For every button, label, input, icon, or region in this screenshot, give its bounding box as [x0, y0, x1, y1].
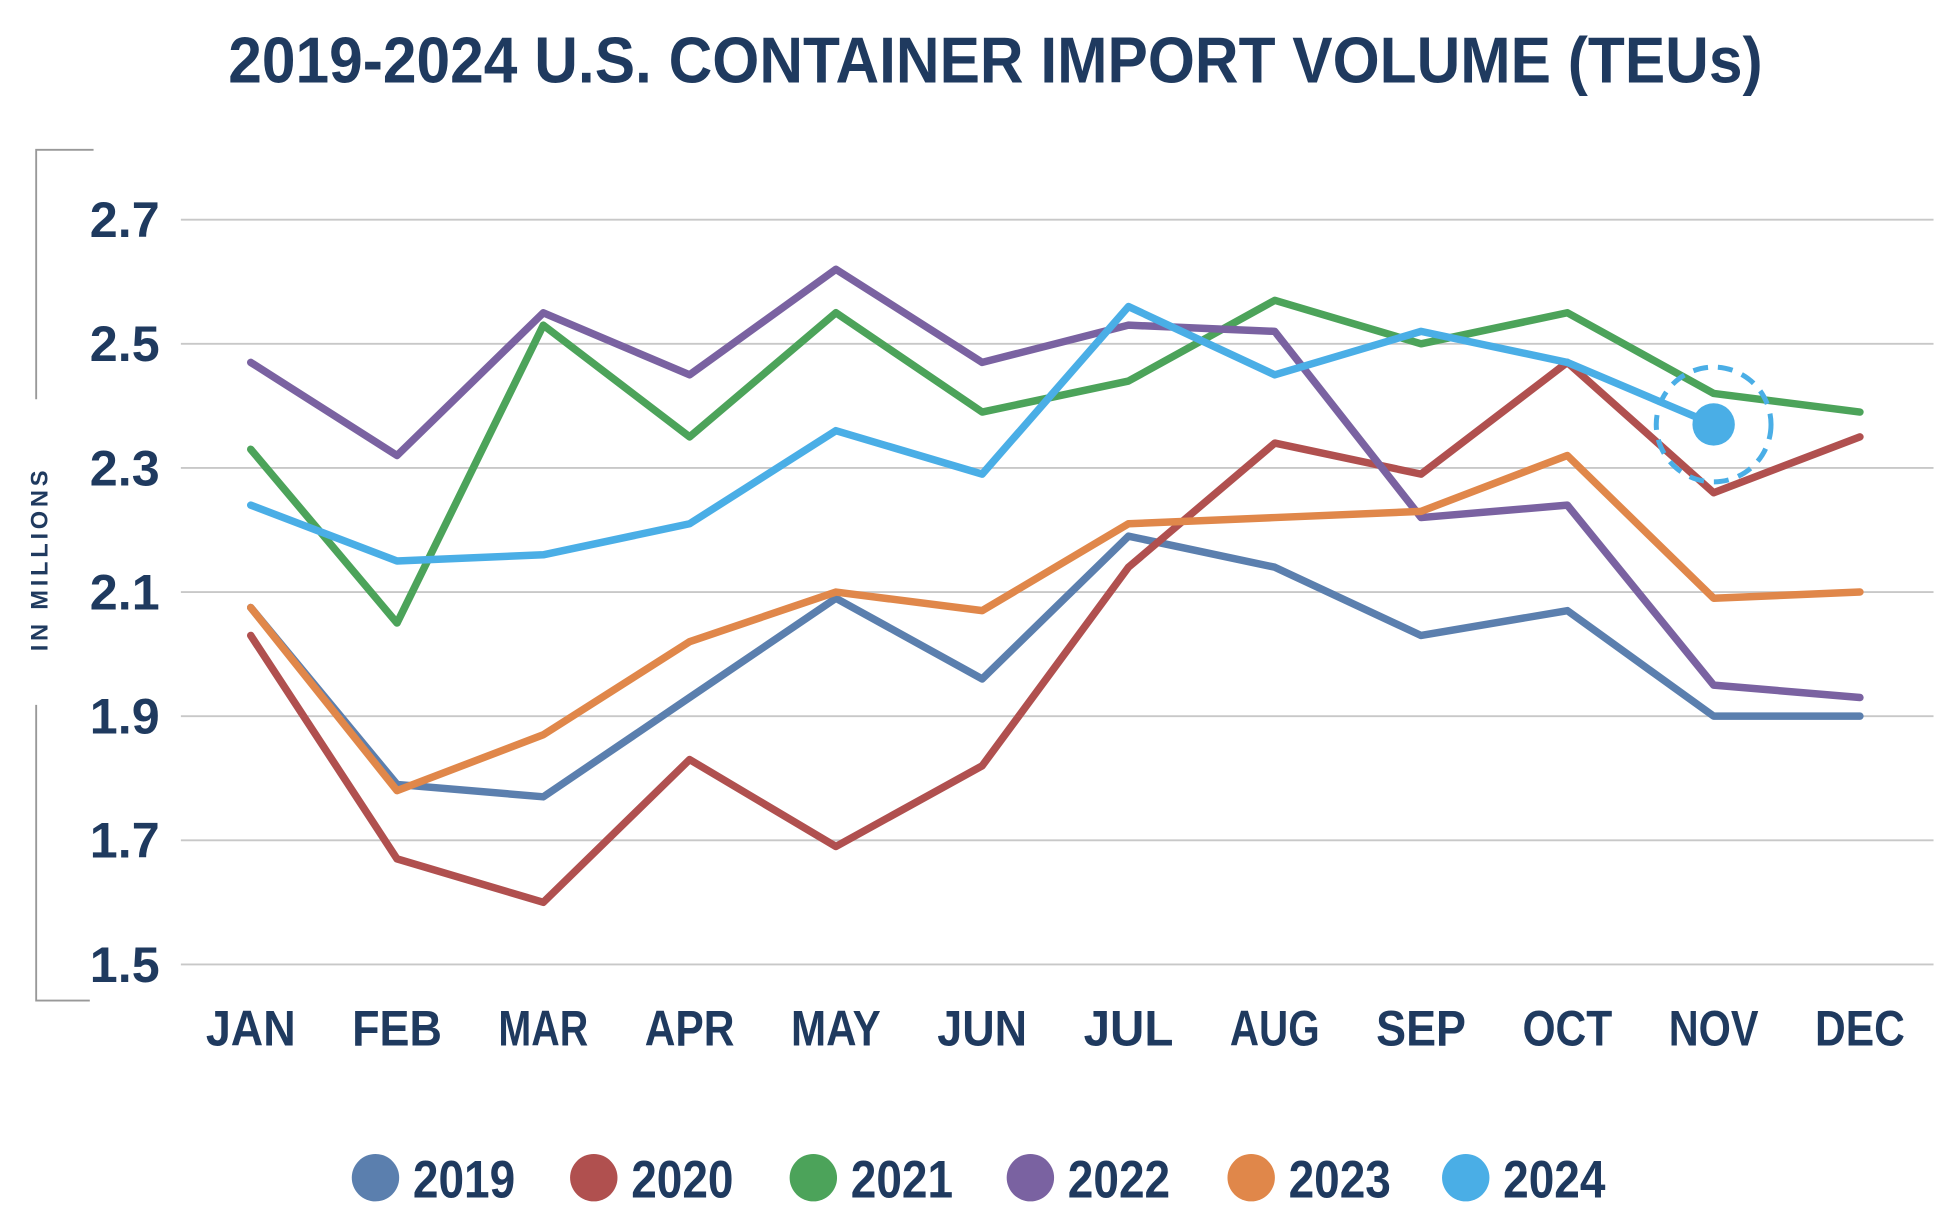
- x-tick-label: NOV: [1669, 1000, 1759, 1056]
- x-tick-label: SEP: [1376, 1000, 1466, 1056]
- legend-swatch-2019: [351, 1154, 400, 1202]
- x-tick-label: JUN: [937, 1000, 1027, 1056]
- legend-label: 2022: [1068, 1152, 1170, 1210]
- legend-label: 2021: [851, 1152, 953, 1210]
- series-line-2024: [246, 302, 1718, 565]
- series-line-2021: [246, 296, 1864, 627]
- series-line-2023: [246, 451, 1864, 795]
- highlight-ring: [1653, 364, 1774, 485]
- y-tick-label: 2.1: [90, 564, 160, 620]
- x-tick-label: MAR: [498, 1000, 588, 1056]
- x-tick-label: FEB: [352, 1000, 442, 1056]
- y-tick-label: 1.9: [90, 689, 160, 745]
- x-tick-label: JAN: [206, 1000, 296, 1056]
- legend-label: 2023: [1289, 1152, 1391, 1210]
- legend-swatch-2021: [789, 1154, 838, 1202]
- legend-swatch-2023: [1227, 1154, 1275, 1202]
- x-tick-label: OCT: [1522, 1000, 1612, 1056]
- y-tick-label: 2.3: [90, 440, 160, 496]
- series-line-2022: [246, 265, 1864, 702]
- legend-swatch-2022: [1006, 1154, 1055, 1202]
- y-axis-label: IN MILLIONS: [27, 467, 53, 652]
- legend-swatch-2024: [1442, 1154, 1490, 1202]
- highlight-point: [1692, 403, 1735, 446]
- x-tick-label: MAY: [791, 1000, 881, 1056]
- chart-title: 2019-2024 U.S. CONTAINER IMPORT VOLUME (…: [228, 23, 1762, 96]
- y-tick-label: 1.5: [90, 937, 160, 993]
- series-line-2019: [246, 532, 1864, 801]
- series-line-2020: [246, 358, 1864, 907]
- x-tick-label: JUL: [1084, 1000, 1174, 1056]
- legend-label: 2024: [1503, 1152, 1605, 1210]
- legend-label: 2019: [413, 1152, 515, 1210]
- y-tick-label: 2.5: [90, 316, 160, 372]
- x-tick-label: DEC: [1815, 1000, 1905, 1056]
- y-tick-label: 2.7: [90, 192, 160, 248]
- x-tick-label: APR: [645, 1000, 735, 1056]
- y-tick-label: 1.7: [90, 813, 160, 869]
- legend-label: 2020: [631, 1152, 733, 1210]
- legend-swatch-2020: [570, 1154, 618, 1202]
- y-axis-bracket: [35, 148, 94, 1002]
- x-tick-label: AUG: [1230, 1000, 1320, 1056]
